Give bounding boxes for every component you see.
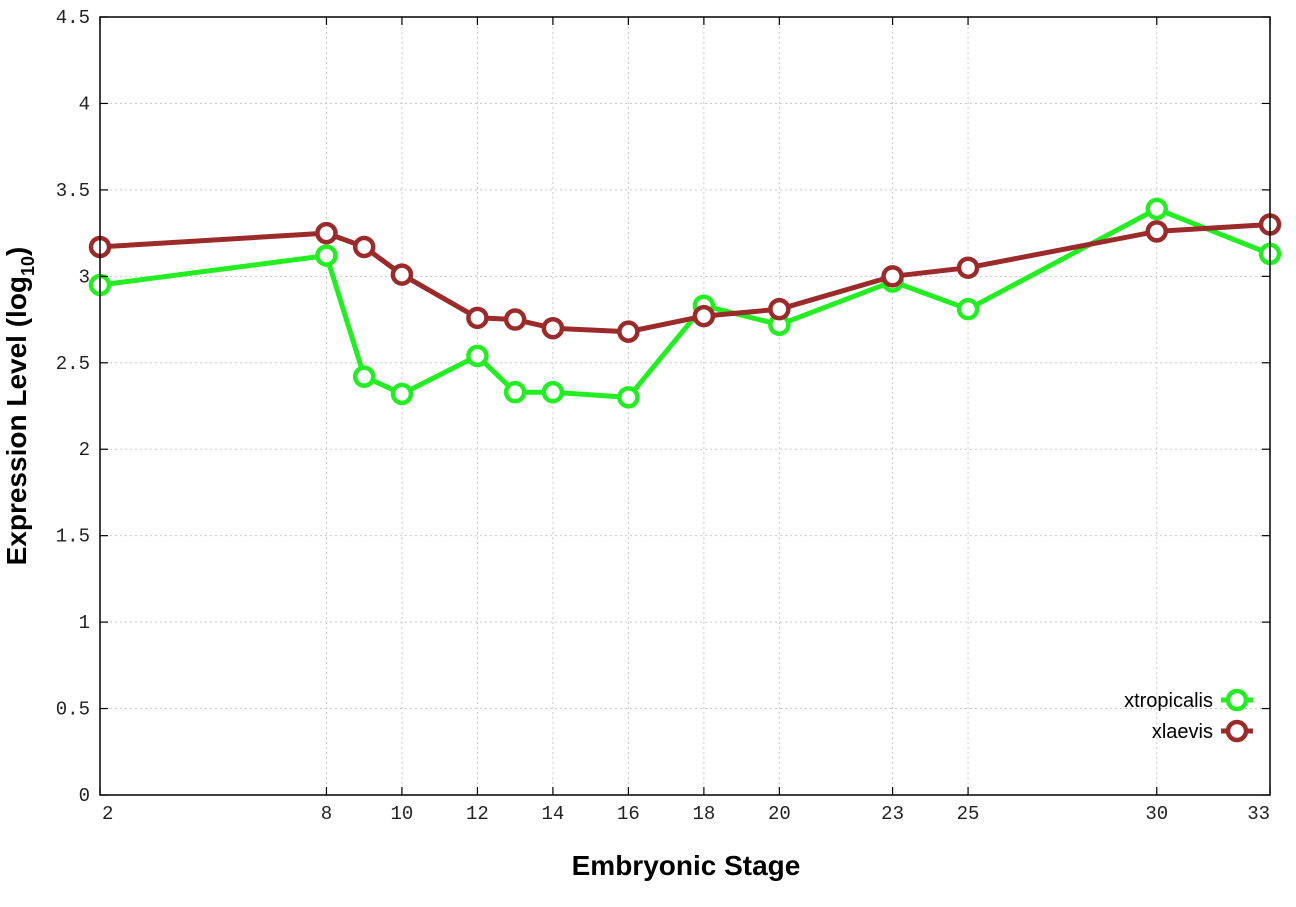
y-tick-label: 0 — [79, 785, 90, 807]
y-tick-label: 3 — [79, 266, 90, 288]
y-tick-labels: 0 0.5 1 1.5 2 2.5 3 3.5 4 4.5 — [56, 7, 90, 807]
series-layer — [88, 197, 1282, 409]
y-tick-label: 3.5 — [56, 180, 90, 202]
y-tick-label: 1 — [79, 612, 90, 634]
x-tick-label: 25 — [957, 803, 980, 825]
x-tick-label: 33 — [1247, 803, 1270, 825]
x-axis-title: Embryonic Stage — [572, 850, 801, 881]
x-tick-label: 30 — [1145, 803, 1168, 825]
data-point-xtropicalis — [541, 380, 565, 404]
data-point-xlaevis — [390, 263, 414, 286]
y-axis-title-main: Expression Level (log — [1, 276, 32, 565]
data-point-xtropicalis — [503, 380, 527, 404]
legend-label-xtropicalis: xtropicalis — [1124, 690, 1213, 712]
data-point-xtropicalis — [466, 344, 489, 368]
x-tick-label: 10 — [391, 803, 414, 825]
data-point-xtropicalis — [617, 386, 640, 409]
data-point-xlaevis — [352, 235, 376, 259]
data-point-xlaevis — [617, 320, 640, 343]
series-xtropicalis — [88, 197, 1282, 409]
y-axis-title-subscript: 10 — [18, 256, 38, 276]
y-tick-label: 1.5 — [56, 526, 90, 548]
data-point-xtropicalis — [352, 365, 376, 388]
y-tick-label: 2 — [79, 439, 90, 461]
legend-swatch-marker-xlaevis — [1225, 719, 1249, 743]
x-tick-label: 16 — [617, 803, 640, 825]
legend: xtropicalis xlaevis — [1124, 688, 1253, 743]
series-xlaevis — [88, 213, 1282, 343]
data-point-xlaevis — [768, 297, 791, 321]
y-tick-label: 2.5 — [56, 353, 90, 375]
x-tick-label: 23 — [881, 803, 904, 825]
data-point-xtropicalis — [390, 382, 414, 406]
data-point-xtropicalis — [956, 297, 980, 321]
y-axis-title: Expression Level (log10) — [1, 247, 38, 566]
x-tick-label: 12 — [466, 803, 489, 825]
data-point-xlaevis — [1145, 220, 1169, 243]
legend-entry-xlaevis: xlaevis — [1152, 719, 1253, 743]
data-point-xlaevis — [692, 304, 716, 328]
legend-entry-xtropicalis: xtropicalis — [1124, 688, 1253, 712]
axis-ticks — [99, 16, 1271, 796]
x-tick-label: 18 — [692, 803, 715, 825]
legend-swatch-marker-xtropicalis — [1225, 688, 1249, 712]
data-point-xlaevis — [315, 221, 338, 245]
data-point-xlaevis — [466, 306, 489, 330]
data-point-xlaevis — [541, 316, 565, 340]
data-point-xtropicalis — [1145, 197, 1169, 221]
x-tick-label: 8 — [321, 803, 332, 825]
x-tick-label: 2 — [102, 803, 113, 825]
x-tick-labels: 2 8 10 12 14 16 18 20 23 25 30 33 — [102, 803, 1270, 825]
y-tick-label: 4.5 — [56, 7, 90, 29]
data-point-xlaevis — [956, 256, 980, 279]
y-tick-label: 0.5 — [56, 699, 90, 721]
y-tick-label: 4 — [79, 93, 90, 115]
x-tick-label: 14 — [541, 803, 564, 825]
data-point-xlaevis — [503, 308, 527, 331]
data-point-xtropicalis — [315, 244, 338, 267]
data-point-xlaevis — [881, 265, 904, 288]
legend-label-xlaevis: xlaevis — [1152, 721, 1213, 743]
x-tick-label: 20 — [768, 803, 791, 825]
plot-frame — [99, 16, 1271, 796]
y-axis-title-close: ) — [1, 247, 32, 256]
grid — [100, 17, 1270, 795]
